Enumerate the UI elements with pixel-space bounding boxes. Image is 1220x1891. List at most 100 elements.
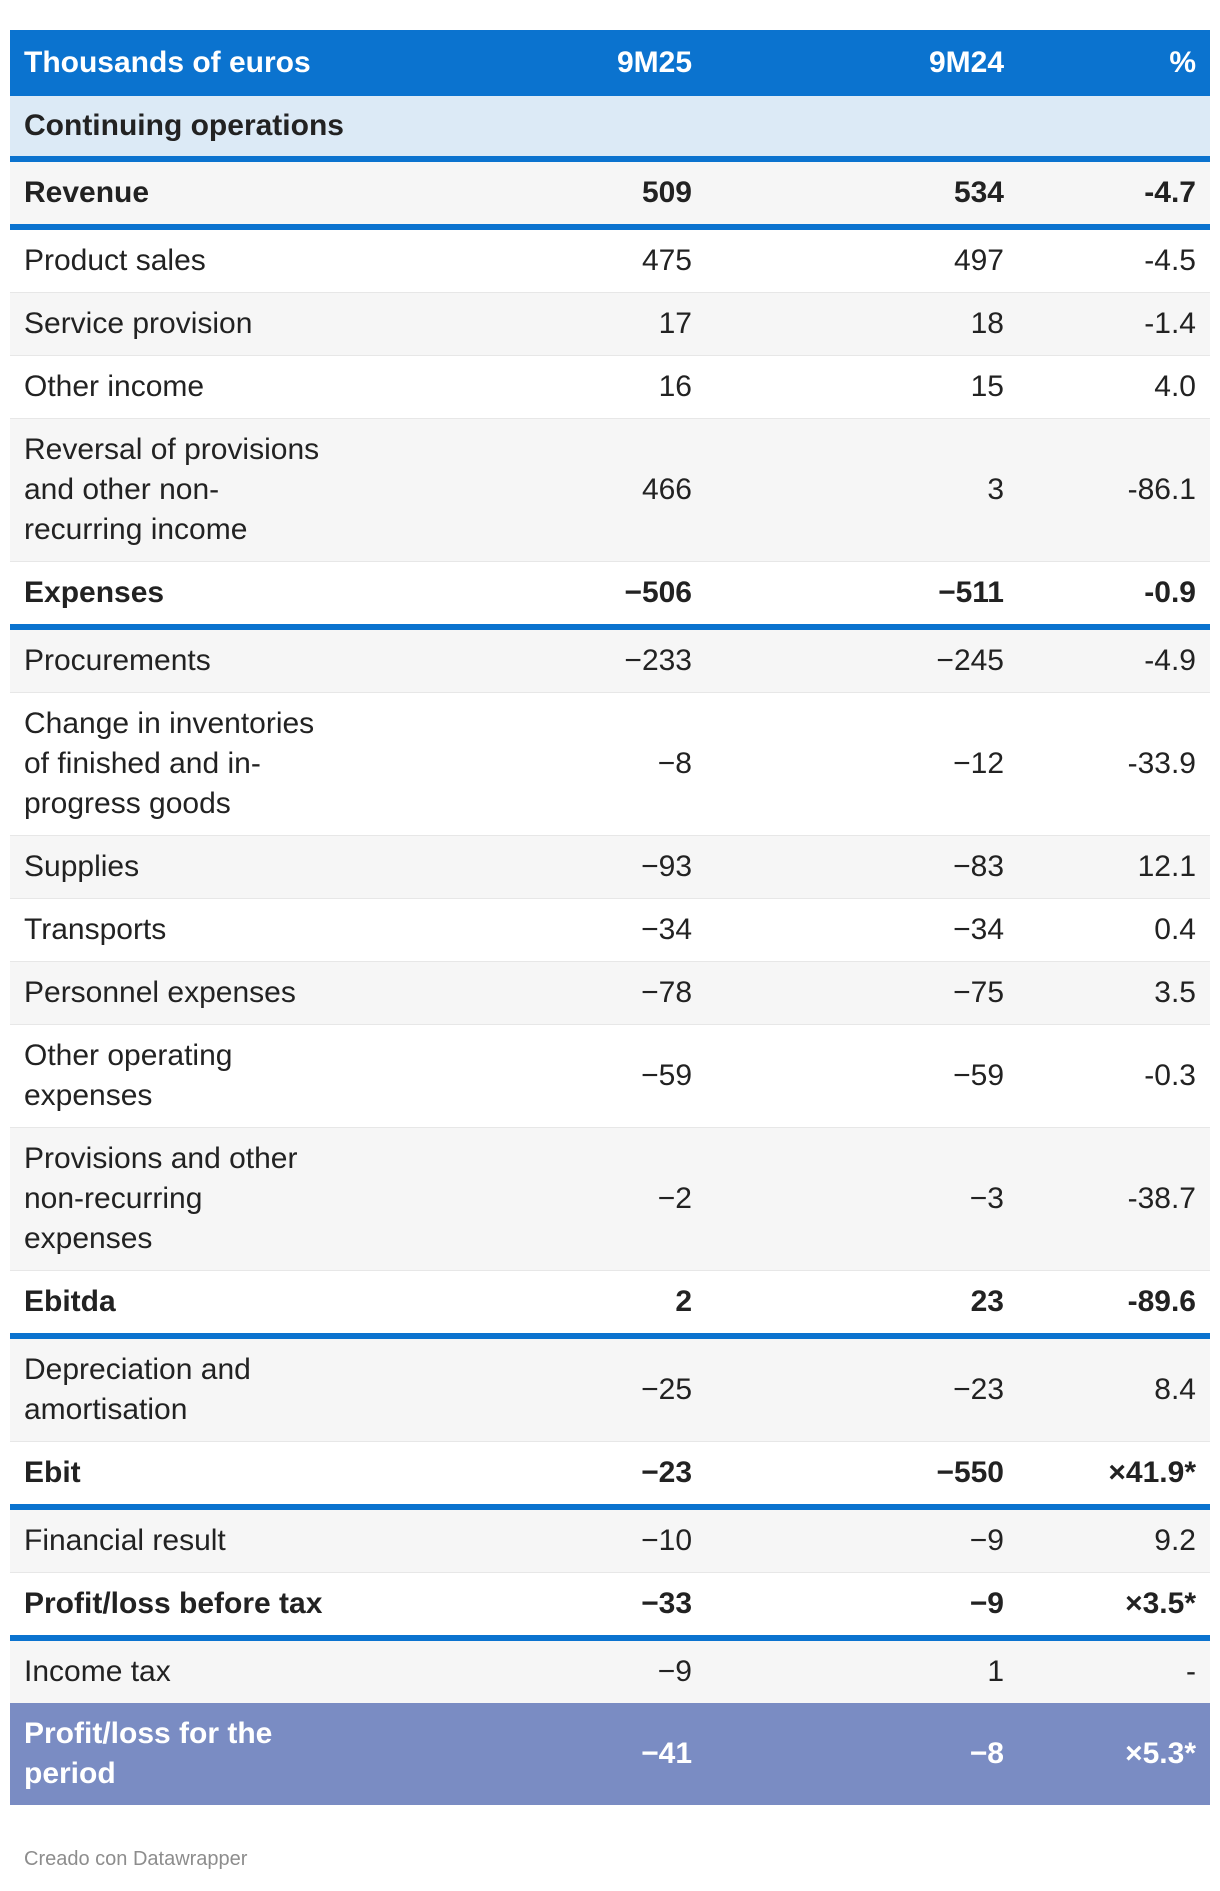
value-9m25: −233 [490,626,706,693]
value-9m24: −9 [706,1572,1018,1641]
row-label: Provisions and other non-recurring expen… [10,1127,490,1271]
value-percent: ×5.3* [1125,1737,1196,1770]
value-percent: -0.3 [1018,1024,1210,1128]
value-percent: -38.7 [1018,1127,1210,1271]
value-percent: -33.9 [1018,692,1210,836]
row-label: Ebitda [10,1270,490,1339]
value-9m25: 17 [490,292,706,356]
value-percent: 12.1 [1018,835,1210,899]
row-label: Profit/loss before tax [10,1572,490,1641]
value-9m25: −10 [490,1506,706,1573]
table-row: Revenue 509 534 -4.7 [10,158,1210,230]
value-9m25: −33 [490,1572,706,1641]
table-row: Provisions and other non-recurring expen… [10,1127,1210,1271]
table-row: Personnel expenses −78 −75 3.5 [10,961,1210,1025]
table-body: Continuing operations Revenue 509 534 -4.7 P… [10,96,1210,1805]
value-9m24: −83 [706,835,1018,899]
row-label: Transports [10,898,490,962]
row-label: Expenses [10,561,490,630]
value-percent: ×3.5* [1018,1572,1210,1641]
value-9m24: 23 [706,1270,1018,1339]
value-9m24: −8 [969,1737,1004,1770]
value-9m25: 466 [490,418,706,562]
value-9m25: 16 [490,355,706,419]
section-title: Continuing operations [10,96,1210,162]
value-9m24: 497 [706,226,1018,293]
value-9m25: −2 [490,1127,706,1271]
row-label: Financial result [10,1506,490,1573]
table-row: Product sales 475 497 -4.5 [10,226,1210,293]
table-row: Reversal of provisions and other non- re… [10,418,1210,562]
row-label: Other income [10,355,490,419]
table-row: Expenses −506 −511 -0.9 [10,561,1210,630]
datawrapper-credit-link[interactable]: Creado con Datawrapper [24,1848,248,1870]
row-label: Service provision [10,292,490,356]
value-percent: 0.4 [1018,898,1210,962]
table-row: Supplies −93 −83 12.1 [10,835,1210,899]
table-row: Other income 16 15 4.0 [10,355,1210,419]
value-percent: ×41.9* [1018,1441,1210,1510]
value-9m24: −3 [706,1127,1018,1271]
header-cell-9m25: 9M25 [490,30,706,96]
row-label: Product sales [10,226,490,293]
row-label: Ebit [10,1441,490,1510]
row-label: Other operating expenses [10,1024,490,1128]
value-9m24: 534 [706,158,1018,230]
financial-table: Thousands of euros 9M25 9M24 % Continuin… [10,30,1210,1805]
header-cell-percent: % [1018,30,1210,96]
table-row: Procurements −233 −245 -4.9 [10,626,1210,693]
header-row: Thousands of euros 9M25 9M24 % [10,30,1210,96]
value-9m25: −93 [490,835,706,899]
table-row: Income tax −9 1- [10,1637,1210,1703]
table-row: Financial result −10 −9 9.2 [10,1506,1210,1573]
value-percent: -0.9 [1018,561,1210,630]
row-label: Revenue [10,158,490,230]
value-9m25: 509 [490,158,706,230]
value-9m24: 1 [706,1637,1018,1703]
value-percent: -4.9 [1018,626,1210,693]
table-row: Other operating expenses −59 −59 -0.3 [10,1024,1210,1128]
value-percent: - [1018,1637,1210,1703]
value-percent: -89.6 [1018,1270,1210,1339]
row-label: Depreciation and amortisation [10,1335,490,1442]
row-label: Personnel expenses [10,961,490,1025]
value-9m25: 2 [490,1270,706,1339]
row-label: Procurements [10,626,490,693]
value-9m25: −59 [490,1024,706,1128]
table-row: Ebit −23 −550 ×41.9* [10,1441,1210,1510]
table-header: Thousands of euros 9M25 9M24 % [10,30,1210,96]
row-label: Change in inventories of finished and in… [10,692,490,836]
table-row: Change in inventories of finished and in… [10,692,1210,836]
value-9m24: −34 [706,898,1018,962]
section-row: Continuing operations [10,96,1210,162]
value-9m24: 15 [706,355,1018,419]
value-percent: -86.1 [1018,418,1210,562]
row-label: Reversal of provisions and other non- re… [10,418,490,562]
value-9m24: −59 [706,1024,1018,1128]
row-label: Profit/loss for the period [24,1717,273,1790]
row-label: Income tax [10,1637,490,1703]
value-9m24: 3 [706,418,1018,562]
value-9m25: −25 [490,1335,706,1442]
value-9m24: −511 [706,561,1018,630]
header-cell-9m24: 9M24 [706,30,1018,96]
value-percent: -4.7 [1018,158,1210,230]
value-percent: 9.2 [1018,1506,1210,1573]
value-9m25: −23 [490,1441,706,1510]
value-9m25: −78 [490,961,706,1025]
value-9m25: −41 [641,1737,692,1770]
row-label: Supplies [10,835,490,899]
header-cell-units: Thousands of euros [10,30,490,96]
value-percent: 3.5 [1018,961,1210,1025]
value-9m24: −75 [706,961,1018,1025]
value-9m25: −8 [490,692,706,836]
value-9m25: −506 [490,561,706,630]
value-9m25: −34 [490,898,706,962]
value-9m24: −12 [706,692,1018,836]
table-row: Profit/loss for the period −41 −8 ×5.3* [10,1703,1210,1805]
value-9m25: −9 [490,1637,706,1703]
table-row: Service provision 17 18 -1.4 [10,292,1210,356]
value-9m24: −9 [706,1506,1018,1573]
value-percent: 4.0 [1018,355,1210,419]
